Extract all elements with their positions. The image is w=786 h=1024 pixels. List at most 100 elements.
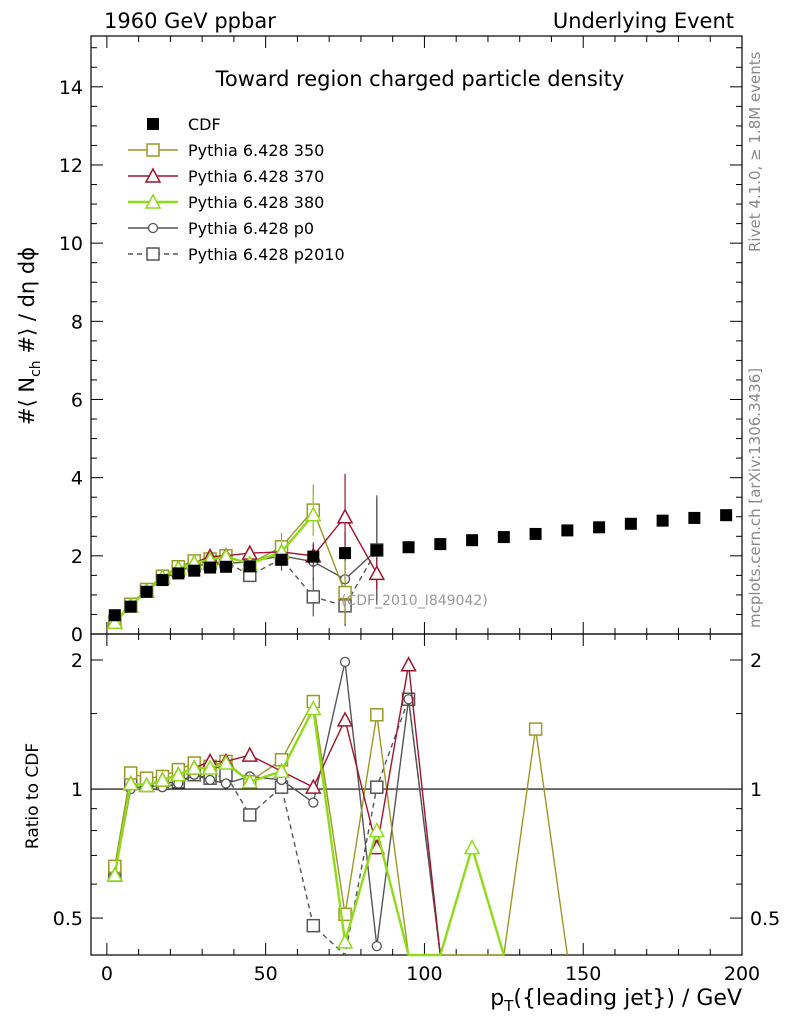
data-point: [308, 797, 319, 808]
data-point: [305, 778, 322, 794]
main-ytick-label: 0: [71, 624, 83, 646]
legend-marker: [146, 247, 160, 261]
data-point: [403, 694, 414, 705]
legend-marker: [144, 167, 162, 183]
data-point: [593, 521, 606, 534]
data-point: [217, 754, 235, 770]
analysis-annotation: (CDF_2010_I849042): [341, 593, 488, 609]
main-y-axis-label: #⟨ Nch #⟩ / dη dϕ: [15, 247, 44, 425]
ratio-ytick-label: 0.5: [53, 908, 83, 930]
data-point: [219, 560, 232, 573]
data-point: [306, 590, 321, 604]
data-point: [275, 553, 288, 566]
data-point: [656, 514, 669, 527]
main-ticks: 0 2 4 6 8 10 12 14: [59, 36, 743, 646]
data-point: [185, 759, 203, 775]
data-point: [497, 531, 510, 544]
ratio-series-pythia-6-428-380: [106, 700, 505, 957]
xtick-label: 50: [254, 963, 278, 985]
main-ytick-label: 4: [71, 468, 83, 490]
data-point: [305, 700, 322, 716]
data-point: [170, 766, 187, 782]
data-point: [336, 508, 354, 524]
header-left: 1960 GeV ppbar: [104, 9, 276, 33]
data-point: [339, 547, 352, 560]
series-line: [114, 664, 442, 956]
ratio-ticks: 0.5 0.5 1 1 2 2 0 50 100 150 200: [53, 634, 780, 985]
data-point: [273, 762, 290, 779]
data-point: [400, 656, 417, 672]
data-point: [106, 613, 124, 630]
ratio-ytick-label-right: 2: [750, 650, 762, 672]
legend-label: Pythia 6.428 350: [188, 141, 324, 160]
legend-label: Pythia 6.428 370: [188, 167, 324, 186]
legend-label: CDF: [188, 115, 221, 134]
data-point: [336, 711, 354, 727]
data-point: [370, 708, 384, 722]
data-point: [220, 778, 232, 789]
xlabel-a: p: [490, 986, 504, 1011]
data-point: [720, 509, 733, 522]
data-point: [140, 585, 153, 598]
data-point: [336, 933, 354, 949]
main-ytick-label: 8: [71, 311, 83, 333]
main-series-pythia-6-428-380: [106, 493, 322, 630]
ratio-ytick-label-right: 0.5: [750, 908, 780, 930]
data-point: [122, 774, 139, 791]
data-point: [156, 574, 169, 587]
legend-marker: [147, 222, 159, 234]
legend-label: Pythia 6.428 p2010: [188, 245, 345, 264]
header-right: Underlying Event: [553, 9, 734, 33]
data-point: [172, 567, 185, 580]
data-point: [241, 773, 259, 789]
main-series: [106, 473, 733, 630]
main-ytick-label: 2: [71, 546, 83, 568]
ratio-y-axis-label: Ratio to CDF: [23, 743, 43, 849]
data-point: [338, 585, 352, 600]
legend-marker: [146, 143, 160, 157]
main-panel: Toward region charged particle density #…: [15, 35, 743, 646]
data-point: [368, 564, 386, 581]
data-point: [624, 517, 637, 530]
data-point: [124, 600, 137, 613]
data-point: [528, 722, 543, 736]
main-ytick-label: 6: [71, 389, 83, 411]
data-point: [201, 759, 219, 775]
ratio-series-pythia-6-428-370: [106, 656, 442, 956]
data-point: [371, 940, 382, 952]
data-point: [466, 534, 479, 547]
ratio-frame: [90, 633, 743, 956]
data-point: [434, 538, 447, 551]
data-point: [688, 511, 701, 524]
main-ylabel-a: #⟨ N: [15, 377, 39, 425]
xlabel-b: ({leading jet}) / GeV: [513, 986, 742, 1011]
ratio-ytick-label-right: 1: [750, 779, 762, 801]
data-point: [243, 560, 256, 573]
main-series-cdf: [108, 509, 733, 622]
main-ytick-label: 12: [59, 155, 83, 177]
data-point: [204, 774, 216, 786]
data-point: [339, 656, 351, 668]
data-point: [108, 609, 121, 622]
ratio-series-pythia-6-428-p0: [109, 656, 442, 956]
xtick-label: 0: [101, 963, 113, 985]
legend-marker: [144, 193, 162, 209]
data-point: [188, 564, 201, 577]
data-point: [561, 524, 574, 537]
ratio-series: [106, 656, 569, 957]
xtick-label: 150: [565, 963, 601, 985]
data-point: [368, 821, 386, 838]
main-ytick-label: 14: [59, 77, 83, 99]
data-point: [370, 544, 383, 557]
data-point: [154, 771, 171, 787]
main-ylabel-b: #⟩ / dη dϕ: [15, 247, 39, 360]
x-axis-label: pT({leading jet}) / GeV: [490, 986, 742, 1015]
data-point: [138, 776, 155, 793]
series-line: [114, 661, 442, 956]
data-point: [402, 541, 415, 554]
rivet-label: Rivet 4.1.0, ≥ 1.8M events: [746, 51, 764, 252]
series-line: [113, 704, 505, 957]
main-ytick-label: 10: [59, 233, 83, 255]
data-point: [106, 866, 124, 882]
